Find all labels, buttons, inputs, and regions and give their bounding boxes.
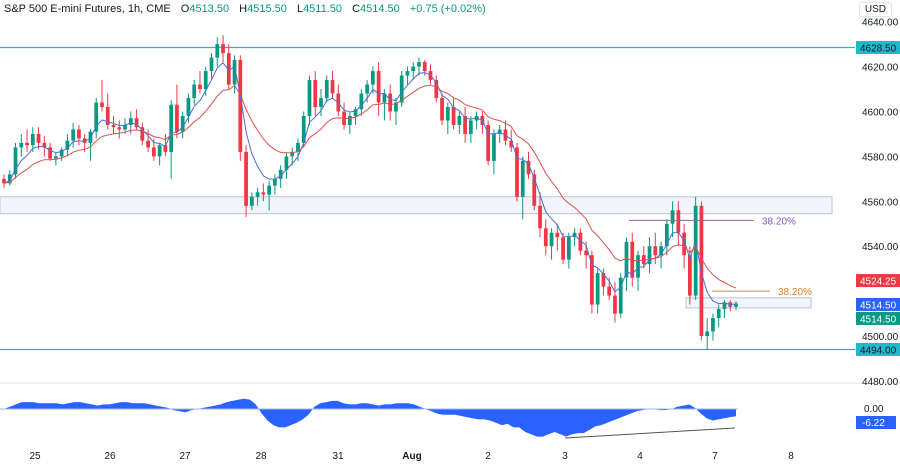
osc-value-badge [856,416,896,429]
time-tick: 8 [788,451,794,462]
price-tick: 4560.00 [862,197,899,208]
time-tick: 3 [562,451,568,462]
fast-ma-line [3,62,737,305]
osc-zero-tick: 0.00 [864,404,884,415]
price-badge [856,342,900,356]
time-tick: Aug [402,451,421,462]
supply-zone[interactable] [0,196,833,215]
open-label: O [180,3,190,15]
price-badge-text: 4514.50 [860,300,897,311]
price-tick: 4580.00 [862,152,899,163]
time-tick: 2 [485,451,491,462]
price-badge-text: 4628.50 [860,44,897,55]
oscillator-trendline[interactable] [564,427,736,439]
time-tick: 27 [179,451,191,462]
high-value: 4515.50 [247,3,287,15]
price-tick: 4480.00 [862,377,899,388]
close-label: C [352,3,361,15]
change-value: +0.75 (+0.02%) [409,3,486,15]
price-badge [856,274,900,288]
time-tick: 28 [255,451,267,462]
close-value: 4514.50 [360,3,400,15]
low-label: L [296,3,304,15]
time-tick: 7 [712,451,718,462]
symbol-title: S&P 500 E-mini Futures, 1h, CME [4,3,171,15]
open-value: 4513.50 [189,3,230,15]
price-tick: 4620.00 [862,63,899,74]
price-tick: 4540.00 [862,242,899,253]
time-tick: 4 [637,451,643,462]
price-badge-text: 4524.25 [860,277,897,288]
price-tick: 4500.00 [862,332,899,343]
fib-upper-label: 38.20% [762,216,796,227]
price-tick: 4600.00 [862,108,899,119]
low-value: 4511.50 [303,3,343,15]
price-badge [856,41,900,55]
time-tick: 31 [332,451,344,462]
time-tick: 25 [29,451,41,462]
high-label: H [239,3,248,15]
oscillator-area [4,398,736,437]
time-tick: 26 [104,451,116,462]
candles [2,35,738,350]
price-badge [856,311,900,325]
osc-value-text: -6.22 [862,418,885,429]
fib-lower-label: 38.20% [778,287,812,298]
slow-ma-line [3,84,737,289]
consolidation-zone[interactable] [685,297,812,309]
price-tick: 4640.00 [862,18,899,29]
price-badge-text: 4514.50 [860,314,897,325]
price-badge-text: 4494.00 [860,345,897,356]
symbol-legend: S&P 500 E-mini Futures, 1h, CME O4513.50… [4,3,486,15]
price-badge [856,297,900,311]
currency-button[interactable]: USD [858,2,892,17]
